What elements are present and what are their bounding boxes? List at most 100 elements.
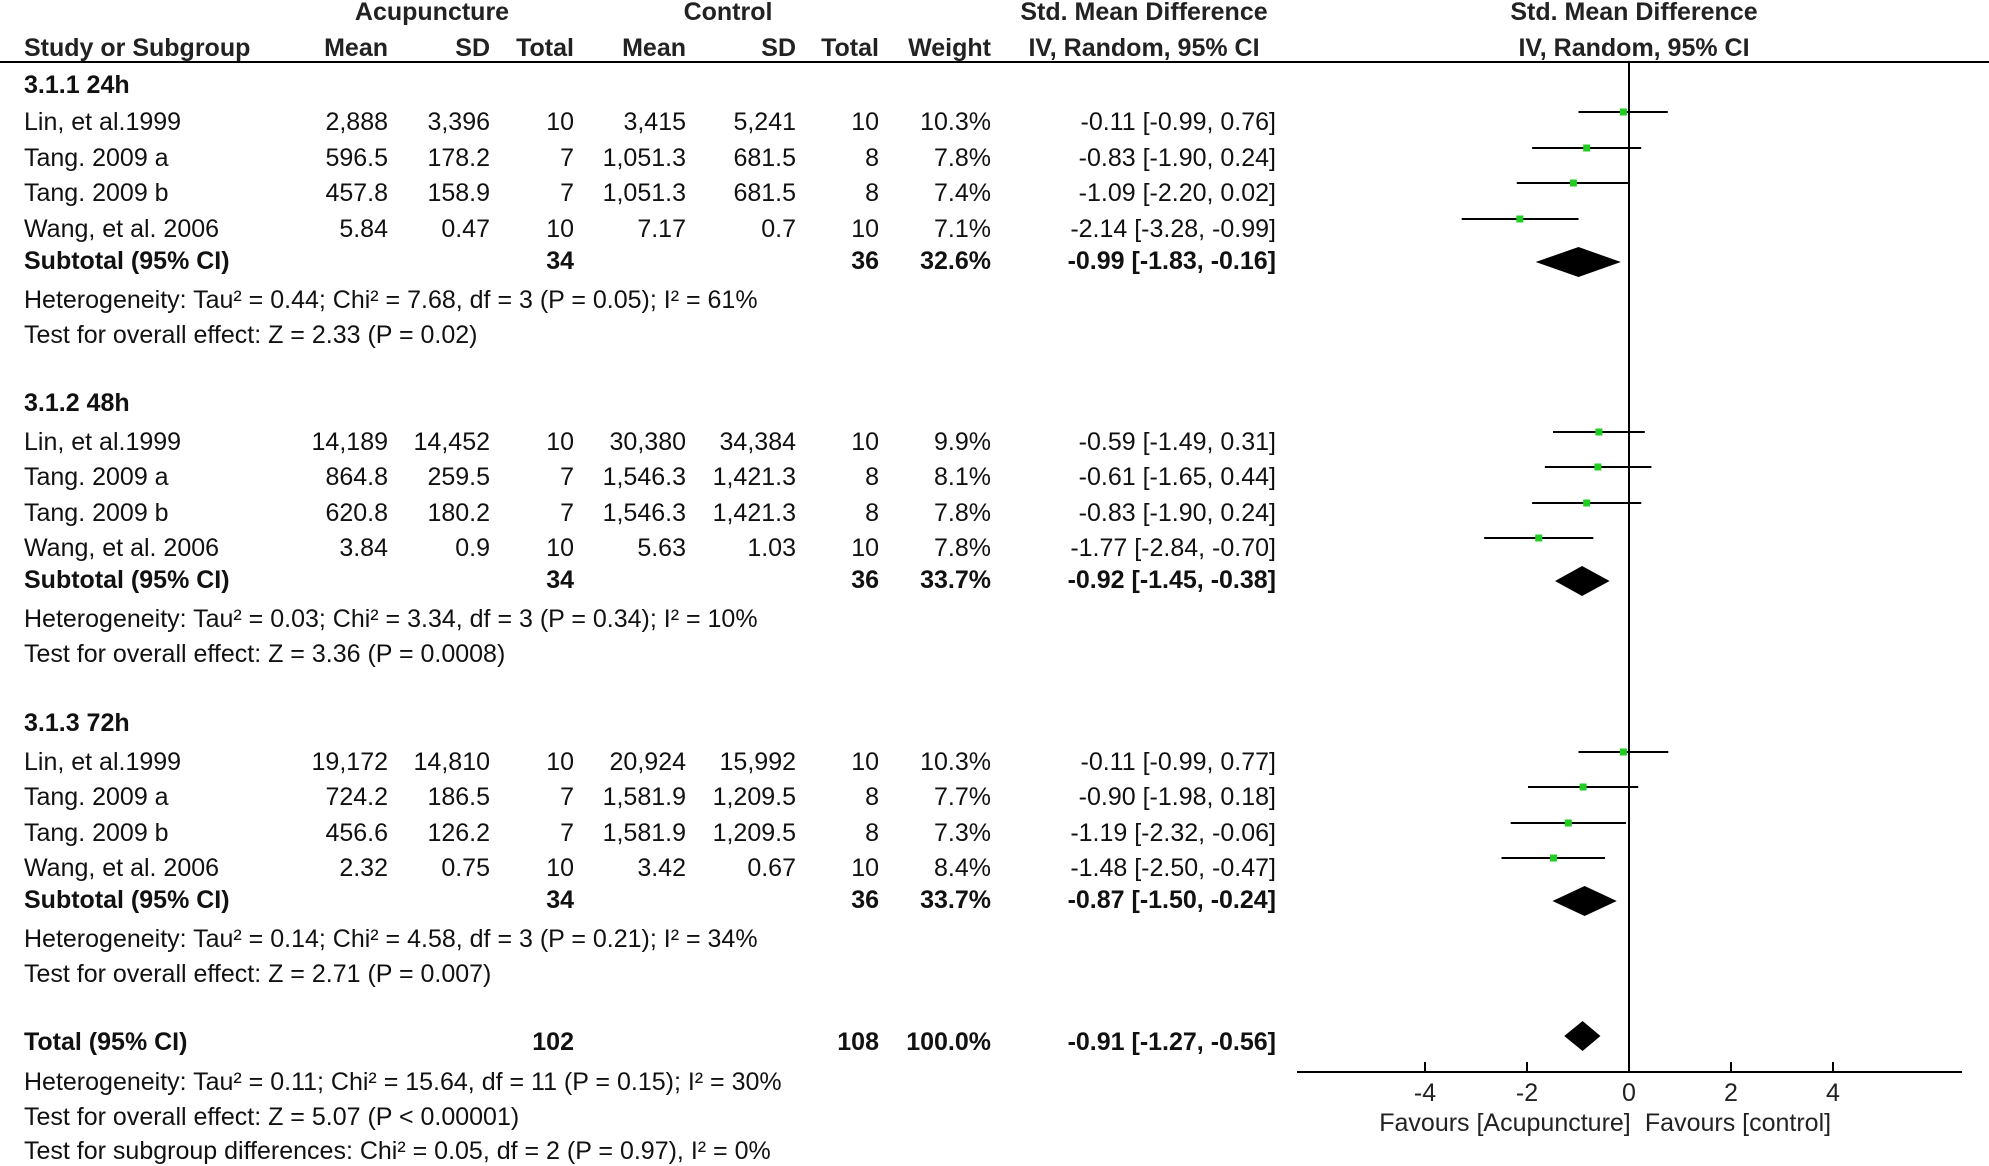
study-ctl-total: 8 [865, 499, 879, 527]
study-weight: 7.7% [934, 783, 991, 811]
x-axis-tick-label: 2 [1724, 1079, 1738, 1107]
study-ctl-total: 10 [851, 108, 879, 136]
study-ctl-mean: 1,546.3 [602, 499, 686, 527]
study-acu-total: 10 [546, 748, 574, 776]
total-heterogeneity-text: Heterogeneity: Tau² = 0.11; Chi² = 15.64… [24, 1068, 782, 1096]
study-name: Lin, et al.1999 [24, 428, 182, 456]
acupuncture-total-header: Total [516, 34, 574, 62]
subtotal-label: Subtotal (95% CI) [24, 566, 230, 594]
control-total-header: Total [821, 34, 879, 62]
study-point-estimate [1550, 854, 1558, 862]
study-ctl-sd: 34,384 [719, 428, 796, 456]
study-acu-total: 10 [546, 108, 574, 136]
study-ctl-sd: 0.7 [761, 215, 796, 243]
study-acu-sd: 126.2 [427, 819, 490, 847]
study-ci-text: -0.83 [-1.90, 0.24] [1078, 144, 1276, 172]
study-acu-sd: 180.2 [427, 499, 490, 527]
total-acu-total: 102 [532, 1028, 574, 1056]
subtotal-label: Subtotal (95% CI) [24, 886, 230, 914]
x-axis-tick-label: -4 [1414, 1079, 1436, 1107]
study-ctl-mean: 1,581.9 [602, 819, 686, 847]
study-point-estimate [1583, 144, 1591, 152]
weight-header: Weight [908, 34, 991, 62]
study-name: Tang. 2009 b [24, 179, 169, 207]
study-acu-sd: 3,396 [427, 108, 490, 136]
study-acu-total: 7 [560, 499, 574, 527]
study-acu-sd: 158.9 [427, 179, 490, 207]
overall-effect-text: Test for overall effect: Z = 2.33 (P = 0… [24, 321, 478, 349]
subtotal-weight: 32.6% [920, 247, 991, 275]
control-sd-header: SD [761, 34, 796, 62]
study-weight: 7.8% [934, 144, 991, 172]
study-ci-text: -1.77 [-2.84, -0.70] [1070, 534, 1276, 562]
study-ctl-total: 10 [851, 854, 879, 882]
study-point-estimate [1569, 179, 1577, 187]
study-ctl-total: 10 [851, 215, 879, 243]
favours-acupuncture-label: Favours [Acupuncture] [1379, 1109, 1631, 1137]
subtotal-ci: -0.92 [-1.45, -0.38] [1067, 566, 1276, 594]
study-ctl-sd: 1,209.5 [712, 783, 796, 811]
subtotal-label: Subtotal (95% CI) [24, 247, 230, 275]
study-name: Wang, et al. 2006 [24, 854, 220, 882]
study-acu-sd: 0.75 [441, 854, 490, 882]
control-group-header: Control [683, 0, 773, 26]
study-weight: 7.3% [934, 819, 991, 847]
study-acu-mean: 724.2 [325, 783, 388, 811]
heterogeneity-text: Heterogeneity: Tau² = 0.14; Chi² = 4.58,… [24, 925, 758, 953]
study-acu-sd: 14,810 [413, 748, 490, 776]
study-name: Tang. 2009 a [24, 783, 169, 811]
study-ctl-mean: 1,051.3 [602, 144, 686, 172]
x-axis-tick-label: 4 [1826, 1079, 1840, 1107]
study-ci-text: -0.11 [-0.99, 0.77] [1080, 748, 1277, 776]
study-point-estimate [1594, 463, 1602, 471]
study-ci-text: -0.11 [-0.99, 0.76] [1080, 108, 1277, 136]
study-acu-mean: 14,189 [311, 428, 388, 456]
study-point-estimate [1619, 748, 1627, 756]
study-acu-total: 10 [546, 215, 574, 243]
study-weight: 7.8% [934, 534, 991, 562]
subtotal-acu-total: 34 [546, 247, 574, 275]
study-ctl-total: 8 [865, 463, 879, 491]
subtotal-ci: -0.99 [-1.83, -0.16] [1067, 247, 1276, 275]
smd-title-header: Std. Mean Difference [1020, 0, 1268, 26]
heterogeneity-text: Heterogeneity: Tau² = 0.44; Chi² = 7.68,… [24, 286, 758, 314]
study-ctl-total: 10 [851, 534, 879, 562]
study-weight: 9.9% [934, 428, 991, 456]
study-point-estimate [1535, 534, 1543, 542]
study-name: Lin, et al.1999 [24, 748, 182, 776]
study-point-estimate [1516, 215, 1524, 223]
study-acu-mean: 596.5 [325, 144, 388, 172]
study-acu-total: 10 [546, 854, 574, 882]
plot-method-header: IV, Random, 95% CI [1518, 34, 1750, 62]
x-axis-tick-label: -2 [1516, 1079, 1538, 1107]
subgroup-label: 3.1.1 24h [24, 71, 130, 99]
study-ci-text: -0.61 [-1.65, 0.44] [1078, 463, 1276, 491]
study-ctl-sd: 1,421.3 [712, 499, 796, 527]
study-acu-mean: 2.32 [339, 854, 388, 882]
study-acu-total: 7 [560, 179, 574, 207]
study-point-estimate [1579, 783, 1587, 791]
study-point-estimate [1583, 499, 1591, 507]
study-ctl-mean: 30,380 [609, 428, 686, 456]
study-acu-total: 7 [560, 819, 574, 847]
study-ci-text: -0.90 [-1.98, 0.18] [1078, 783, 1276, 811]
subgroup-label: 3.1.3 72h [24, 709, 130, 737]
subtotal-ctl-total: 36 [851, 566, 879, 594]
subtotal-diamond [1555, 566, 1610, 596]
study-ctl-mean: 3.42 [637, 854, 686, 882]
study-acu-sd: 186.5 [427, 783, 490, 811]
study-ctl-mean: 5.63 [637, 534, 686, 562]
study-ci-text: -1.09 [-2.20, 0.02] [1078, 179, 1276, 207]
study-ctl-mean: 1,546.3 [602, 463, 686, 491]
study-acu-sd: 14,452 [413, 428, 490, 456]
study-name: Lin, et al.1999 [24, 108, 182, 136]
subtotal-acu-total: 34 [546, 566, 574, 594]
study-ctl-sd: 681.5 [733, 144, 796, 172]
study-ci-text: -1.48 [-2.50, -0.47] [1070, 854, 1276, 882]
study-name: Tang. 2009 b [24, 819, 169, 847]
study-name: Wang, et al. 2006 [24, 215, 220, 243]
x-axis-tick-label: 0 [1622, 1079, 1636, 1107]
study-ctl-mean: 1,051.3 [602, 179, 686, 207]
study-ci-text: -2.14 [-3.28, -0.99] [1070, 215, 1276, 243]
